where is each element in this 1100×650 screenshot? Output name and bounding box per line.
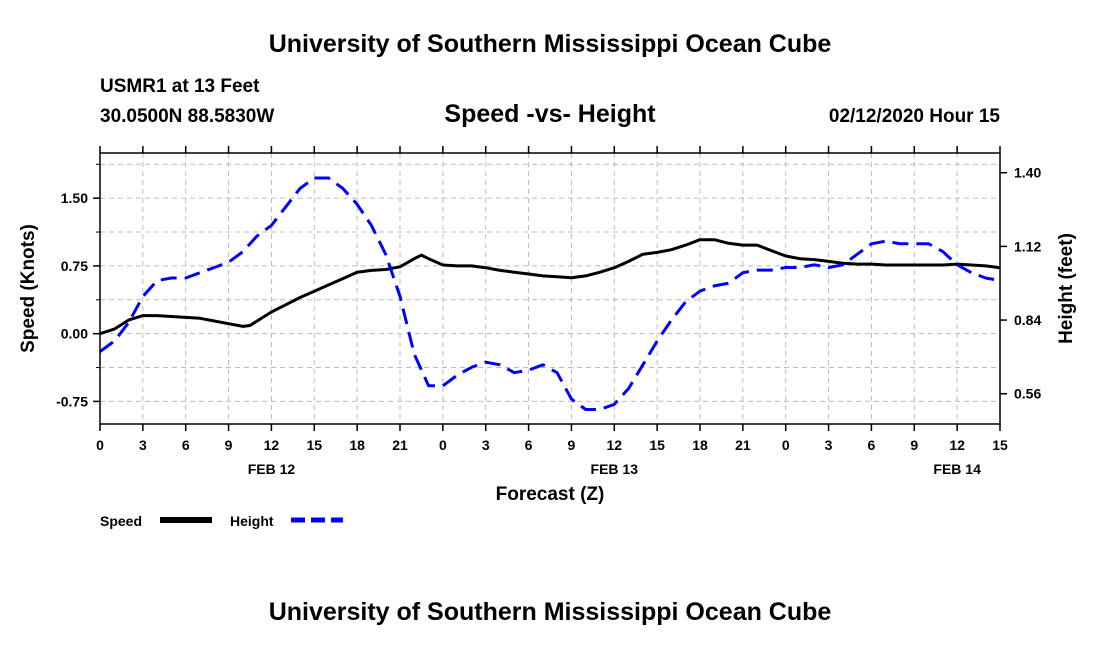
- x-tick-label: 6: [182, 437, 190, 453]
- x-date-label: FEB 14: [933, 461, 981, 477]
- forecast-datetime: 02/12/2020 Hour 15: [828, 106, 1000, 127]
- x-tick-label: 6: [868, 437, 876, 453]
- x-tick-label: 18: [692, 437, 708, 453]
- x-tick-label: 15: [992, 437, 1008, 453]
- x-tick-label: 3: [825, 437, 833, 453]
- y2-tick-label: 0.56: [1014, 386, 1041, 402]
- x-tick-label: 12: [949, 437, 965, 453]
- x-tick-label: 3: [482, 437, 490, 453]
- chart-title: University of Southern Mississippi Ocean…: [268, 30, 832, 58]
- x-tick-label: 9: [910, 437, 918, 453]
- x-tick-label: 0: [782, 437, 790, 453]
- legend-label-height: Height: [230, 513, 274, 529]
- y2-tick-label: 1.12: [1014, 238, 1041, 254]
- x-tick-label: 0: [439, 437, 447, 453]
- x-tick-label: 15: [649, 437, 665, 453]
- x-tick-label: 9: [568, 437, 576, 453]
- y-tick-label: 0.75: [61, 258, 88, 274]
- y-tick-label: 1.50: [61, 190, 88, 206]
- x-tick-label: 9: [225, 437, 233, 453]
- footer-title: University of Southern Mississippi Ocean…: [268, 598, 832, 626]
- series-line-height: [99, 176, 1001, 411]
- legend-label-speed: Speed: [100, 513, 142, 529]
- y-tick-label: 0.00: [61, 326, 88, 342]
- station-label: USMR1 at 13 Feet: [100, 76, 260, 97]
- plot-frame: [99, 152, 1001, 425]
- y2-tick-label: 1.40: [1014, 165, 1041, 181]
- x-tick-label: 21: [735, 437, 751, 453]
- y-axis-title: Speed (Knots): [18, 224, 39, 353]
- legend: Speed Height: [100, 513, 343, 529]
- y2-tick-label: 0.84: [1014, 312, 1041, 328]
- x-tick-label: 18: [349, 437, 365, 453]
- x-tick-label: 6: [525, 437, 533, 453]
- x-date-label: FEB 12: [248, 461, 296, 477]
- x-tick-label: 3: [139, 437, 147, 453]
- x-tick-label: 12: [264, 437, 280, 453]
- x-tick-label: 21: [392, 437, 408, 453]
- series-layer: [99, 176, 1001, 411]
- x-axis-title: Forecast (Z): [496, 484, 605, 505]
- y2-axis-title: Height (feet): [1056, 233, 1077, 344]
- x-tick-label: 0: [96, 437, 104, 453]
- station-coordinates: 30.0500N 88.5830W: [100, 106, 275, 127]
- x-date-label: FEB 13: [591, 461, 639, 477]
- chart-subtitle: Speed -vs- Height: [444, 100, 656, 128]
- axes: 0 3 6 9 12 15 18 21 0 3 6 9 12 15 18 21 0 3 6 9 12 15 FEB 12 FE…: [18, 146, 1077, 505]
- series-line-speed: [99, 238, 1001, 336]
- x-tick-label: 12: [606, 437, 622, 453]
- x-tick-label: 15: [306, 437, 322, 453]
- y-tick-label: -0.75: [56, 393, 88, 409]
- grid-lines: [100, 153, 1000, 424]
